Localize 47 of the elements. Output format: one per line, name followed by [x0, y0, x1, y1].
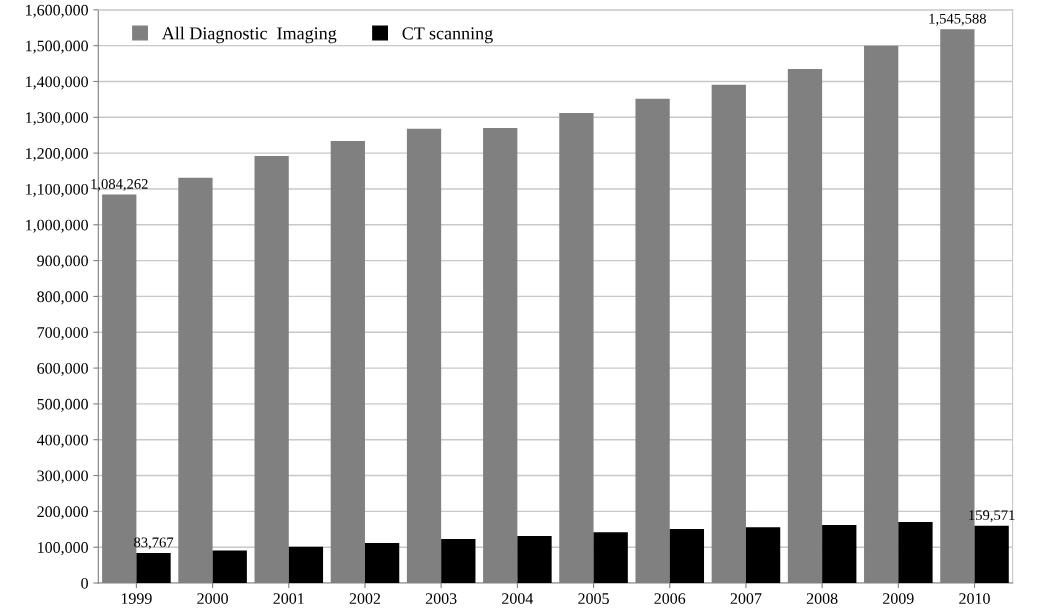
y-tick-label: 900,000 [37, 255, 88, 269]
bar [898, 522, 933, 584]
bar [974, 525, 1009, 584]
bar [669, 528, 705, 584]
data-label: 1,084,262 [91, 179, 148, 191]
legend-label: All Diagnostic Imaging [161, 26, 337, 44]
y-tick-label: 300,000 [37, 470, 88, 484]
y-tick-label: 1,400,000 [26, 76, 88, 90]
x-tick-label: 2002 [349, 593, 381, 604]
bar [136, 553, 171, 584]
bar [212, 550, 247, 584]
x-tick-label: 2000 [197, 593, 228, 604]
x-tick-label: 2006 [654, 593, 686, 604]
x-tick-label: 2010 [959, 593, 990, 604]
legend-label: CT scanning [402, 27, 493, 44]
x-tick-label: 1999 [121, 593, 152, 604]
x-tick-label: 2004 [502, 593, 534, 604]
y-tick-label: 400,000 [36, 434, 88, 448]
data-label: 159,571 [969, 510, 1015, 523]
y-tick-label: 100,000 [38, 542, 88, 556]
x-tick-label: 2005 [578, 593, 609, 604]
bar [288, 546, 324, 584]
x-tick-label: 2008 [806, 593, 838, 604]
x-tick-label: 2009 [883, 593, 914, 604]
x-tick-label: 2007 [730, 593, 762, 604]
data-label: 83,767 [134, 537, 174, 550]
y-tick-label: 700,000 [37, 327, 88, 341]
bar [441, 538, 476, 584]
y-tick-label: 1,600,000 [26, 4, 88, 18]
y-tick-label: 1,100,000 [26, 183, 88, 197]
y-tick-label: 0 [81, 577, 88, 589]
x-tick-label: 2003 [425, 593, 457, 604]
y-tick-label: 1,300,000 [26, 112, 88, 126]
y-tick-label: 1,200,000 [26, 148, 88, 162]
y-tick-label: 1,500,000 [26, 40, 88, 54]
bar [593, 532, 628, 584]
x-tick-label: 2001 [273, 593, 304, 604]
y-tick-label: 500,000 [37, 398, 88, 412]
y-tick-label: 200,000 [37, 506, 88, 520]
bar [364, 542, 400, 584]
data-label: 1,545,588 [929, 13, 986, 26]
bar [822, 524, 857, 584]
y-tick-label: 1,000,000 [26, 219, 88, 233]
bar [517, 536, 552, 584]
bar [745, 527, 781, 584]
y-tick-label: 600,000 [37, 363, 88, 377]
y-tick-label: 800,000 [37, 291, 88, 305]
